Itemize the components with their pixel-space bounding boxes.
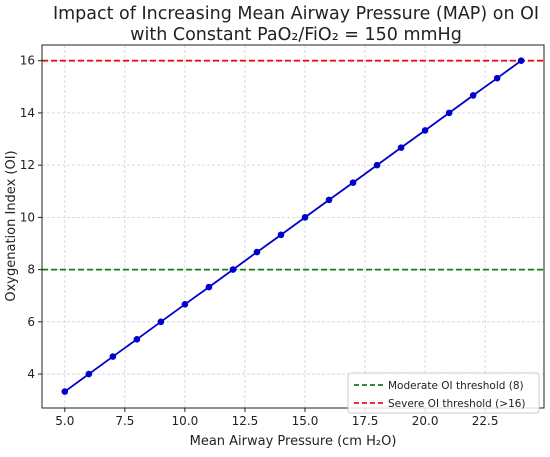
data-point: [133, 336, 141, 343]
x-tick-label: 7.5: [115, 414, 134, 428]
data-point: [373, 161, 381, 169]
series-layer: [61, 57, 525, 395]
x-tick-label: 12.5: [232, 414, 259, 428]
x-tick-label: 20.0: [412, 414, 439, 428]
data-point: [493, 74, 501, 82]
data-point: [253, 248, 261, 256]
y-axis-label: Oxygenation Index (OI): [4, 150, 19, 301]
data-point: [205, 283, 213, 291]
x-axis-label: Mean Airway Pressure (cm H₂O): [190, 434, 397, 449]
series-line: [64, 59, 522, 393]
grid: [42, 45, 544, 408]
reference-lines: [42, 59, 544, 271]
legend-box: [347, 372, 540, 414]
legend-label-severe: Severe OI threshold (>16): [388, 398, 526, 410]
plot-frame: [41, 44, 545, 409]
y-axis-ticks: 4 6 8 10 12 14 16: [20, 54, 42, 381]
data-point: [421, 127, 429, 134]
data-point: [61, 388, 69, 395]
data-point: [85, 370, 93, 378]
data-point: [349, 179, 357, 186]
legend: Moderate OI threshold (8) Severe OI thre…: [347, 372, 540, 414]
x-tick-label: 10.0: [172, 414, 199, 428]
data-point: [157, 318, 165, 326]
data-point: [229, 266, 237, 273]
chart-subtitle: with Constant PaO₂/FiO₂ = 150 mmHg: [130, 25, 462, 45]
legend-label-moderate: Moderate OI threshold (8): [388, 380, 524, 392]
y-tick-label: 4: [27, 367, 35, 381]
data-point: [181, 301, 189, 308]
data-point: [301, 214, 309, 221]
x-tick-label: 22.5: [472, 414, 499, 428]
x-tick-label: 15.0: [292, 414, 319, 428]
x-tick-label: 5.0: [55, 414, 74, 428]
data-point: [445, 109, 453, 117]
x-tick-label: 17.5: [352, 414, 379, 428]
data-point: [277, 231, 285, 239]
chart-title: Impact of Increasing Mean Airway Pressur…: [53, 4, 539, 24]
y-tick-label: 6: [27, 315, 35, 329]
data-point: [469, 92, 477, 99]
data-point: [517, 57, 525, 64]
x-axis-ticks: 5.0 7.5 10.0 12.5 15.0 17.5 20.0 22.5: [55, 408, 499, 428]
y-tick-label: 16: [20, 54, 35, 68]
y-tick-label: 12: [20, 158, 35, 172]
data-point: [109, 353, 117, 360]
y-tick-label: 10: [20, 210, 35, 224]
data-point: [325, 196, 333, 204]
y-tick-label: 8: [27, 263, 35, 277]
data-point: [397, 144, 405, 151]
y-tick-label: 14: [20, 106, 35, 120]
